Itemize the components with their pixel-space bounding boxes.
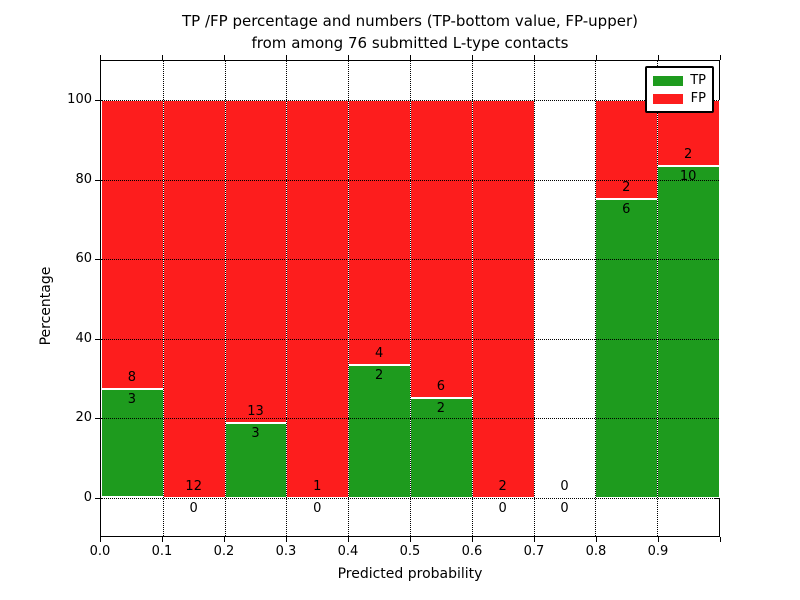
x-tick-label: 0.6 <box>461 544 483 559</box>
y-tick-label: 20 <box>75 410 92 425</box>
x-axis-tick-bottom <box>596 537 597 542</box>
x-axis-tick-bottom <box>162 537 163 542</box>
tp-count-label: 2 <box>374 368 384 383</box>
x-axis-tick-top <box>720 55 721 60</box>
fp-count-label: 2 <box>683 147 693 163</box>
y-tick-label: 0 <box>83 489 92 505</box>
legend-label-tp: TP <box>690 73 706 88</box>
x-axis-tick-bottom <box>534 537 535 542</box>
x-axis-tick-top <box>224 55 225 60</box>
bar-segment-fp <box>286 100 350 498</box>
x-axis-tick-bottom <box>100 537 101 542</box>
legend-item-tp: TP <box>653 73 706 88</box>
x-axis-label: Predicted probability <box>337 566 483 582</box>
y-axis-label: Percentage <box>38 266 54 346</box>
bar-count-labels-layer: 8 3 12 0 13 3 1 0 4 2 6 2 2 0 0 0 2 6 2 10 <box>101 61 719 536</box>
x-axis-tick-top <box>286 55 287 60</box>
tp-count-label: 3 <box>251 425 260 441</box>
tp-count-label: 2 <box>436 401 446 417</box>
fp-count-label: 4 <box>374 346 384 361</box>
tp-count-label: 0 <box>189 500 198 516</box>
y-axis-tick-left <box>95 100 100 101</box>
legend: TP FP <box>645 66 714 113</box>
y-axis-tick-left <box>95 179 100 181</box>
legend-fp-swatch-icon <box>653 93 683 104</box>
plot-area: 8 3 12 0 13 3 1 0 4 2 6 2 2 0 0 0 2 6 2 10 <box>100 60 720 537</box>
fp-count-label: 2 <box>622 180 631 196</box>
x-axis-tick-bottom <box>224 537 225 542</box>
tp-count-label: 0 <box>313 500 322 516</box>
bar-segment-tp <box>657 166 720 498</box>
x-tick-label: 0.2 <box>213 544 235 559</box>
legend-tp-swatch-icon <box>653 75 683 86</box>
x-axis-tick-bottom <box>286 537 287 542</box>
fp-count-label: 1 <box>313 478 322 494</box>
x-tick-label: 0.9 <box>647 544 669 559</box>
x-tick-label: 0.1 <box>151 544 173 559</box>
x-axis-tick-top <box>348 55 349 60</box>
x-axis-tick-top <box>596 55 597 60</box>
bar-segment-tp <box>101 389 164 498</box>
x-axis-tick-bottom <box>658 537 659 542</box>
x-axis-tick-top <box>534 55 535 60</box>
x-axis-tick-bottom <box>348 537 349 542</box>
tp-count-label: 6 <box>622 202 631 218</box>
tp-count-label: 0 <box>560 500 569 516</box>
x-axis-tick-top <box>472 55 473 60</box>
y-tick-label: 100 <box>67 92 92 107</box>
fp-count-label: 12 <box>185 478 202 494</box>
x-tick-label: 0.5 <box>399 544 421 559</box>
x-tick-label: 0.3 <box>275 544 297 559</box>
legend-item-fp: FP <box>653 91 706 106</box>
tp-count-label: 0 <box>498 500 507 516</box>
y-axis-tick-left <box>95 338 100 340</box>
x-tick-label: 0.0 <box>89 544 111 559</box>
legend-label-fp: FP <box>690 91 706 106</box>
fp-count-label: 6 <box>436 379 446 395</box>
x-axis-tick-top <box>658 55 659 60</box>
chart-title-line1: TP /FP percentage and numbers (TP-bottom… <box>182 12 638 30</box>
tp-count-label: 3 <box>127 392 137 408</box>
bar-segment-fp <box>348 100 411 365</box>
y-tick-label: 40 <box>75 330 92 346</box>
y-axis-tick-left <box>95 418 100 419</box>
fp-count-label: 8 <box>127 370 137 386</box>
x-axis-tick-bottom <box>720 537 721 542</box>
x-axis-tick-top <box>162 55 163 60</box>
x-axis-tick-bottom <box>410 537 411 542</box>
x-axis-tick-bottom <box>472 537 473 542</box>
y-tick-label: 80 <box>75 171 92 187</box>
chart-title: TP /FP percentage and numbers (TP-bottom… <box>100 10 720 54</box>
x-tick-label: 0.4 <box>337 544 359 559</box>
x-tick-label: 0.8 <box>585 544 607 559</box>
bar-segment-tp <box>595 199 659 498</box>
chart-title-line2: from among 76 submitted L-type contacts <box>251 34 569 52</box>
bar-segment-fp <box>101 100 164 390</box>
fp-count-label: 0 <box>560 478 569 494</box>
y-tick-label: 60 <box>75 251 92 266</box>
bars-layer <box>101 61 720 536</box>
tp-count-label: 10 <box>679 169 697 185</box>
y-axis-tick-left <box>95 497 100 499</box>
x-axis-tick-top <box>410 55 411 60</box>
fp-count-label: 13 <box>247 403 264 419</box>
y-axis-tick-left <box>95 259 100 260</box>
fp-count-label: 2 <box>498 478 507 494</box>
x-axis-tick-top <box>100 55 101 60</box>
x-tick-label: 0.7 <box>523 544 545 559</box>
bar-segment-fp <box>410 100 473 399</box>
